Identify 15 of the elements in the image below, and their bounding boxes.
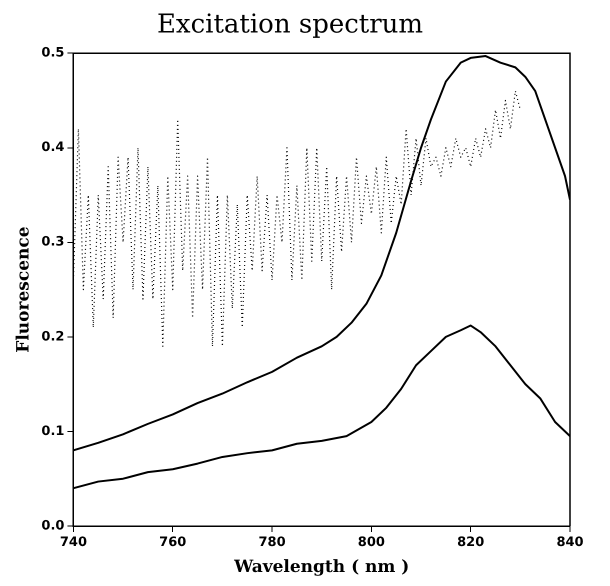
y-tick-label: 0.2: [41, 329, 64, 344]
x-tick-label: 780: [258, 535, 286, 550]
x-tick-label: 840: [556, 535, 584, 550]
y-tick-label: 0.4: [41, 140, 64, 156]
chart-title: Excitation spectrum: [156, 9, 424, 40]
x-tick-label: 760: [159, 535, 186, 550]
y-tick-label: 0.1: [41, 424, 64, 439]
x-axis-title: Wavelength ( nm ): [233, 557, 410, 578]
x-tick-label: 800: [358, 535, 385, 550]
y-tick-label: 0.0: [41, 518, 64, 534]
y-tick-label: 0.5: [41, 46, 64, 61]
y-tick-label: 0.3: [41, 234, 64, 250]
x-tick-label: 820: [457, 535, 484, 550]
x-tick-label: 740: [60, 535, 87, 550]
y-axis-title: Fluorescence: [14, 226, 34, 353]
